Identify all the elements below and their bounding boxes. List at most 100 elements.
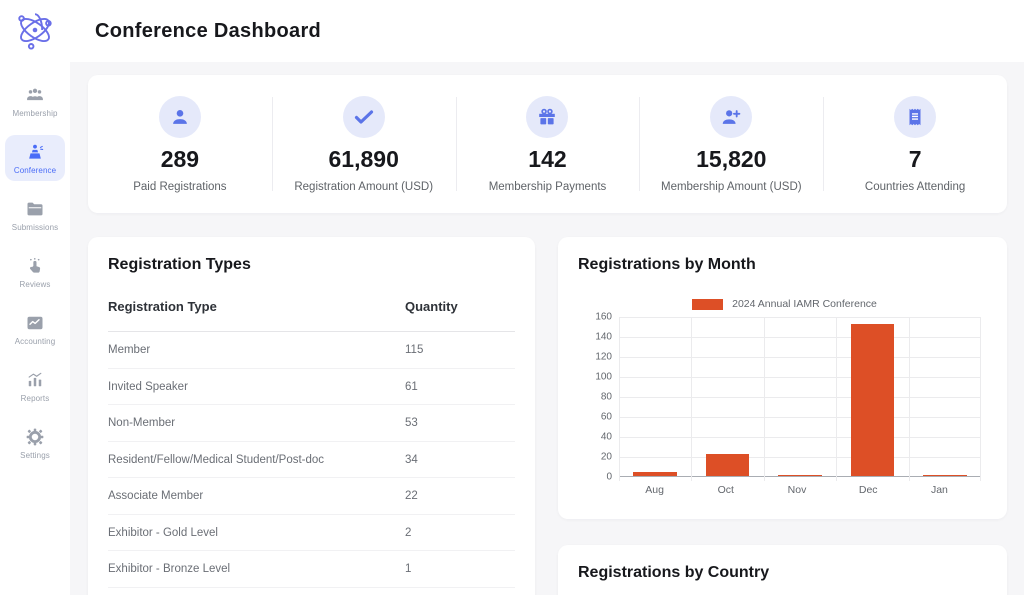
stat-item: 7 Countries Attending [823,75,1007,213]
sidebar-item-label: Reports [21,394,50,403]
x-axis-tick-label: Aug [619,484,690,496]
dashboard-columns: Registration Types Registration Type Qua… [88,237,1007,595]
table-row: Exhibitor - Silver Level1 [108,587,515,595]
sidebar-item-settings[interactable]: Settings [5,420,65,466]
table-row: Associate Member22 [108,478,515,515]
table-row: Member115 [108,332,515,369]
registration-type-cell: Resident/Fellow/Medical Student/Post-doc [108,441,405,478]
registration-type-cell: Exhibitor - Silver Level [108,587,405,595]
accounting-icon [25,313,45,333]
bar-oct [706,454,749,476]
chart-y-axis: 020406080100120140160 [588,317,612,477]
check-icon [343,96,385,138]
quantity-cell: 1 [405,551,515,588]
registration-type-cell: Invited Speaker [108,368,405,405]
quantity-cell: 61 [405,368,515,405]
stat-label: Membership Amount (USD) [661,181,802,193]
chart-x-axis: AugOctNovDecJan [619,484,981,496]
registrations-by-month-title: Registrations by Month [578,256,987,274]
registrations-by-country-title: Registrations by Country [578,564,987,582]
sidebar-item-label: Reviews [20,280,51,289]
legend-label: 2024 Annual IAMR Conference [732,298,877,310]
quantity-cell: 34 [405,441,515,478]
stat-value: 7 [909,146,922,173]
registration-type-cell: Member [108,332,405,369]
quantity-cell: 2 [405,514,515,551]
table-row: Exhibitor - Bronze Level1 [108,551,515,588]
registration-type-cell: Exhibitor - Gold Level [108,514,405,551]
bar-dec [851,324,894,476]
sidebar-item-submissions[interactable]: Submissions [5,192,65,238]
stat-item: 15,820 Membership Amount (USD) [639,75,823,213]
quantity-cell: 53 [405,405,515,442]
page-header: Conference Dashboard [70,0,1024,62]
person-add-icon [710,96,752,138]
receipt-icon [894,96,936,138]
stat-value: 289 [161,146,199,173]
registrations-by-country-card: Registrations by Country [558,545,1007,595]
sidebar-item-accounting[interactable]: Accounting [5,306,65,352]
y-axis-tick-label: 60 [601,412,612,423]
app-logo [12,7,58,58]
bar-aug [633,472,676,476]
chart-legend-item[interactable]: 2024 Annual IAMR Conference [588,298,981,310]
conference-icon [25,142,45,162]
stat-item: 61,890Registration Amount (USD) [272,75,456,213]
sidebar-nav: Membership Conference Submissions Reviews Ac… [0,78,70,466]
sidebar: Membership Conference Submissions Reviews Ac… [0,0,70,595]
sidebar-item-membership[interactable]: Membership [5,78,65,124]
registration-type-cell: Exhibitor - Bronze Level [108,551,405,588]
quantity-cell: 115 [405,332,515,369]
table-row: Non-Member53 [108,405,515,442]
submissions-icon [25,199,45,219]
stat-label: Registration Amount (USD) [294,181,433,193]
registration-types-table: Registration Type Quantity Member115Invi… [108,299,515,595]
stat-label: Membership Payments [489,181,607,193]
reviews-icon [25,256,45,276]
sidebar-item-label: Submissions [12,223,58,232]
x-axis-tick-label: Oct [690,484,761,496]
user-icon [159,96,201,138]
reports-icon [25,370,45,390]
sidebar-item-reports[interactable]: Reports [5,363,65,409]
y-axis-tick-label: 0 [606,472,612,483]
table-row: Resident/Fellow/Medical Student/Post-doc… [108,441,515,478]
registration-types-card: Registration Types Registration Type Qua… [88,237,535,595]
sidebar-item-label: Accounting [15,337,56,346]
quantity-cell: 22 [405,478,515,515]
x-axis-tick-label: Nov [761,484,832,496]
table-row: Invited Speaker61 [108,368,515,405]
right-column: Registrations by Month 2024 Annual IAMR … [558,237,1007,595]
main-area: Conference Dashboard 289Paid Registratio… [70,0,1024,595]
settings-icon [25,427,45,447]
stat-value: 142 [528,146,566,173]
stats-summary-card: 289Paid Registrations61,890Registration … [88,75,1007,213]
sidebar-item-label: Membership [12,109,57,118]
x-axis-tick-label: Jan [904,484,975,496]
y-axis-tick-label: 160 [595,312,612,323]
stat-item: 142 Membership Payments [456,75,640,213]
bar-jan [923,475,966,476]
y-axis-tick-label: 100 [595,372,612,383]
bar-chart: 2024 Annual IAMR Conference 020406080100… [578,298,987,496]
quantity-cell: 1 [405,587,515,595]
x-axis-tick-label: Dec [833,484,904,496]
sidebar-item-label: Conference [14,166,56,175]
stat-label: Countries Attending [865,181,965,193]
content: 289Paid Registrations61,890Registration … [70,62,1024,595]
legend-swatch [692,299,723,310]
table-row: Exhibitor - Gold Level2 [108,514,515,551]
sidebar-item-conference[interactable]: Conference [5,135,65,181]
registrations-by-month-card: Registrations by Month 2024 Annual IAMR … [558,237,1007,519]
registration-type-cell: Associate Member [108,478,405,515]
bar-nov [778,475,821,476]
y-axis-tick-label: 120 [595,352,612,363]
stat-value: 15,820 [696,146,766,173]
membership-icon [25,85,45,105]
stat-item: 289Paid Registrations [88,75,272,213]
sidebar-item-label: Settings [20,451,50,460]
column-header-type: Registration Type [108,299,405,332]
y-axis-tick-label: 140 [595,332,612,343]
gift-icon [526,96,568,138]
sidebar-item-reviews[interactable]: Reviews [5,249,65,295]
